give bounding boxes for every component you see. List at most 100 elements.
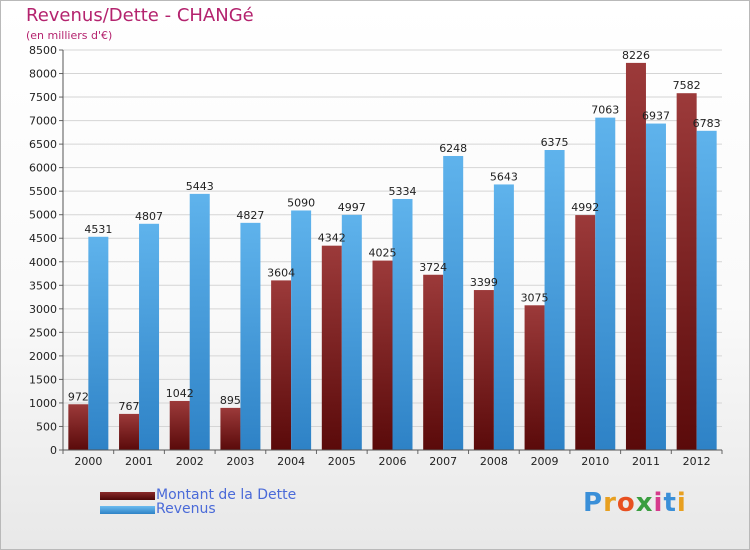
bar-revenue [493,184,514,450]
bar-revenue [443,155,464,450]
y-tick-label: 6000 [29,162,57,175]
data-label-revenue: 4807 [135,210,163,223]
legend-swatch-debt [100,492,155,500]
bars [68,62,717,451]
legend-label-revenue: Revenus [156,501,216,517]
x-tick-label: 2009 [531,455,559,468]
bar-revenue [139,223,160,450]
y-tick-label: 5500 [29,185,57,198]
data-label-revenue: 6937 [642,110,670,123]
x-axis-ticks: 2000 2001 2002 2003 2004 2005 2006 2007 2008 2009… [62,450,723,468]
x-tick-label: 2002 [176,455,204,468]
data-label-debt: 3604 [267,266,295,279]
x-tick-label: 2010 [581,455,609,468]
data-label-revenue: 4531 [84,223,112,236]
data-label-debt: 1042 [166,387,194,400]
x-tick-label: 2000 [74,455,102,468]
bar-revenue [595,117,616,450]
logo-letter: P [583,488,604,518]
x-tick-label: 2008 [480,455,508,468]
logo-letter: r [603,488,617,518]
bar-debt [473,290,494,450]
bar-revenue [392,198,413,450]
data-label-debt: 3724 [419,261,447,274]
chart-title: Revenus/Dette - CHANGé [26,5,254,26]
x-tick-label: 2011 [632,455,660,468]
logo-letter: o [616,488,636,518]
proxiti-logo: Proxiti [583,488,687,518]
y-tick-label: 2000 [29,350,57,363]
data-label-debt: 4342 [318,232,346,245]
x-tick-label: 2006 [379,455,407,468]
axes [62,50,722,451]
data-label-debt: 3075 [521,291,549,304]
x-tick-label: 2003 [226,455,254,468]
bar-debt [271,280,292,450]
data-labels: 972 4531 767 4807 1042 5443 895 4827 3604 5090 434… [68,49,721,413]
bar-revenue [645,123,666,450]
data-label-debt: 7582 [673,79,701,92]
data-label-debt: 972 [68,390,89,403]
bar-debt [68,404,89,450]
y-tick-label: 3500 [29,279,57,292]
data-label-revenue: 5643 [490,170,518,183]
y-tick-label: 5000 [29,209,57,222]
y-tick-label: 8000 [29,68,57,81]
y-tick-label: 7000 [29,115,57,128]
data-label-debt: 3399 [470,276,498,289]
y-tick-label: 3000 [29,303,57,316]
y-axis-ticks: 0 500 1000 1500 2000 2500 3000 3500 4000 4500 5000… [29,44,63,457]
data-label-revenue: 5334 [389,185,417,198]
data-label-revenue: 6248 [439,142,467,155]
x-tick-label: 2001 [125,455,153,468]
y-tick-label: 500 [36,420,57,433]
y-tick-label: 1500 [29,373,57,386]
data-label-revenue: 7063 [591,104,619,117]
chart-subtitle: (en milliers d'€) [26,29,113,42]
bar-revenue [291,210,312,450]
y-tick-label: 6500 [29,138,57,151]
data-label-revenue: 4997 [338,201,366,214]
y-tick-label: 2500 [29,326,57,339]
bar-debt [169,400,190,450]
bar-debt [372,260,393,450]
x-tick-label: 2012 [683,455,711,468]
x-tick-label: 2007 [429,455,457,468]
y-tick-label: 4500 [29,232,57,245]
y-tick-label: 4000 [29,256,57,269]
y-tick-label: 1000 [29,397,57,410]
y-tick-label: 0 [50,444,57,457]
bar-revenue [240,222,261,450]
logo-letter: x [635,488,654,518]
logo-letter: t [663,488,677,518]
bar-debt [423,274,444,450]
data-label-debt: 8226 [622,49,650,62]
logo-letter: i [653,488,664,518]
x-tick-label: 2005 [328,455,356,468]
data-label-revenue: 4827 [236,209,264,222]
data-label-revenue: 6783 [693,117,721,130]
bar-revenue [696,130,717,451]
legend-swatch-revenue [100,506,155,514]
bar-debt [676,93,697,450]
data-label-revenue: 6375 [541,136,569,149]
y-tick-label: 8500 [29,44,57,57]
data-label-debt: 895 [220,394,241,407]
data-label-revenue: 5090 [287,196,315,209]
bar-debt [220,407,241,450]
bar-debt [321,245,342,450]
x-tick-label: 2004 [277,455,305,468]
bar-revenue [88,236,109,450]
logo-letter: i [676,488,687,518]
bar-revenue [189,193,210,450]
bar-debt [524,305,545,450]
bar-debt [575,215,596,450]
bar-revenue [341,214,362,450]
data-label-debt: 767 [119,400,140,413]
data-label-debt: 4025 [369,247,397,260]
bar-revenue [544,150,565,450]
y-tick-label: 7500 [29,91,57,104]
legend-label-debt: Montant de la Dette [156,487,297,503]
data-label-revenue: 5443 [186,180,214,193]
